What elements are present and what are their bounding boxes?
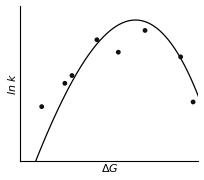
Point [179,55,182,58]
Point [117,51,120,54]
Point [40,105,43,108]
X-axis label: $\Delta G$: $\Delta G$ [101,162,118,174]
Point [143,29,147,32]
Point [192,100,195,103]
Point [63,82,67,85]
Point [70,74,74,77]
Y-axis label: ln $k$: ln $k$ [6,72,18,94]
Point [95,38,99,41]
